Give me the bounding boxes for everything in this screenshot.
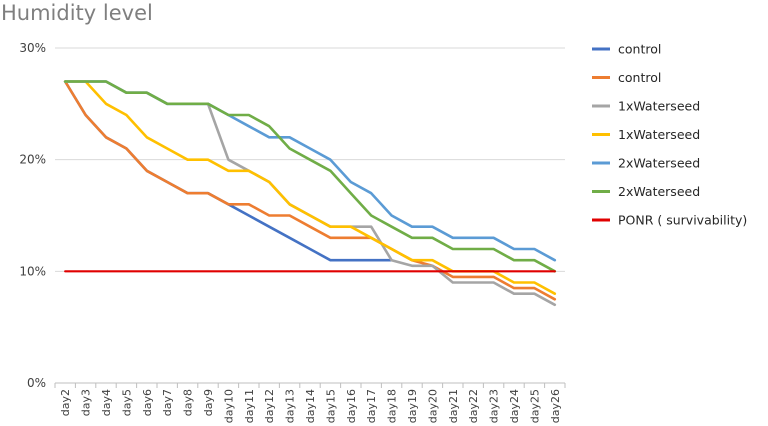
- y-tick-label: 30%: [19, 41, 46, 55]
- legend-label: 2xWaterseed: [618, 184, 700, 199]
- x-tick-label: day18: [386, 389, 399, 423]
- x-tick-label: day13: [284, 389, 297, 423]
- x-tick-label: day3: [80, 389, 93, 416]
- x-tick-label: day8: [182, 389, 195, 416]
- y-tick-label: 10%: [19, 264, 46, 278]
- series-line: [63, 80, 557, 262]
- x-tick-label: day20: [426, 389, 439, 423]
- y-tick-label: 20%: [19, 153, 46, 167]
- x-tick-label: day17: [365, 389, 378, 423]
- x-tick-label: day5: [120, 389, 133, 416]
- x-tick-label: day7: [161, 389, 174, 416]
- x-tick-label: day23: [488, 389, 501, 423]
- legend-label: PONR ( survivability): [618, 213, 747, 228]
- x-tick-label: day6: [141, 389, 154, 416]
- x-tick-label: day16: [345, 389, 358, 423]
- x-tick-label: day22: [467, 389, 480, 423]
- x-tick-label: day19: [406, 389, 419, 423]
- legend-label: 1xWaterseed: [618, 99, 700, 114]
- chart-title: Humidity level: [1, 1, 153, 25]
- x-tick-label: day12: [263, 389, 276, 423]
- series-line: [63, 80, 557, 273]
- legend-label: 1xWaterseed: [618, 127, 700, 142]
- x-tick-label: day24: [508, 389, 521, 423]
- legend-label: control: [618, 42, 661, 57]
- x-tick-label: day9: [202, 389, 215, 416]
- x-tick-label: day4: [100, 389, 113, 416]
- x-tick-label: day2: [59, 389, 72, 416]
- x-tick-label: day21: [447, 389, 460, 423]
- x-tick-label: day15: [324, 389, 337, 423]
- legend-label: control: [618, 70, 661, 85]
- x-tick-label: day25: [528, 389, 541, 423]
- series-line: [63, 80, 557, 295]
- x-tick-label: day10: [222, 389, 235, 423]
- y-tick-label: 0%: [27, 376, 46, 390]
- x-tick-label: day14: [304, 389, 317, 423]
- series-line: [63, 80, 557, 301]
- legend-label: 2xWaterseed: [618, 156, 700, 171]
- x-tick-label: day26: [549, 389, 562, 423]
- x-tick-label: day11: [243, 389, 256, 423]
